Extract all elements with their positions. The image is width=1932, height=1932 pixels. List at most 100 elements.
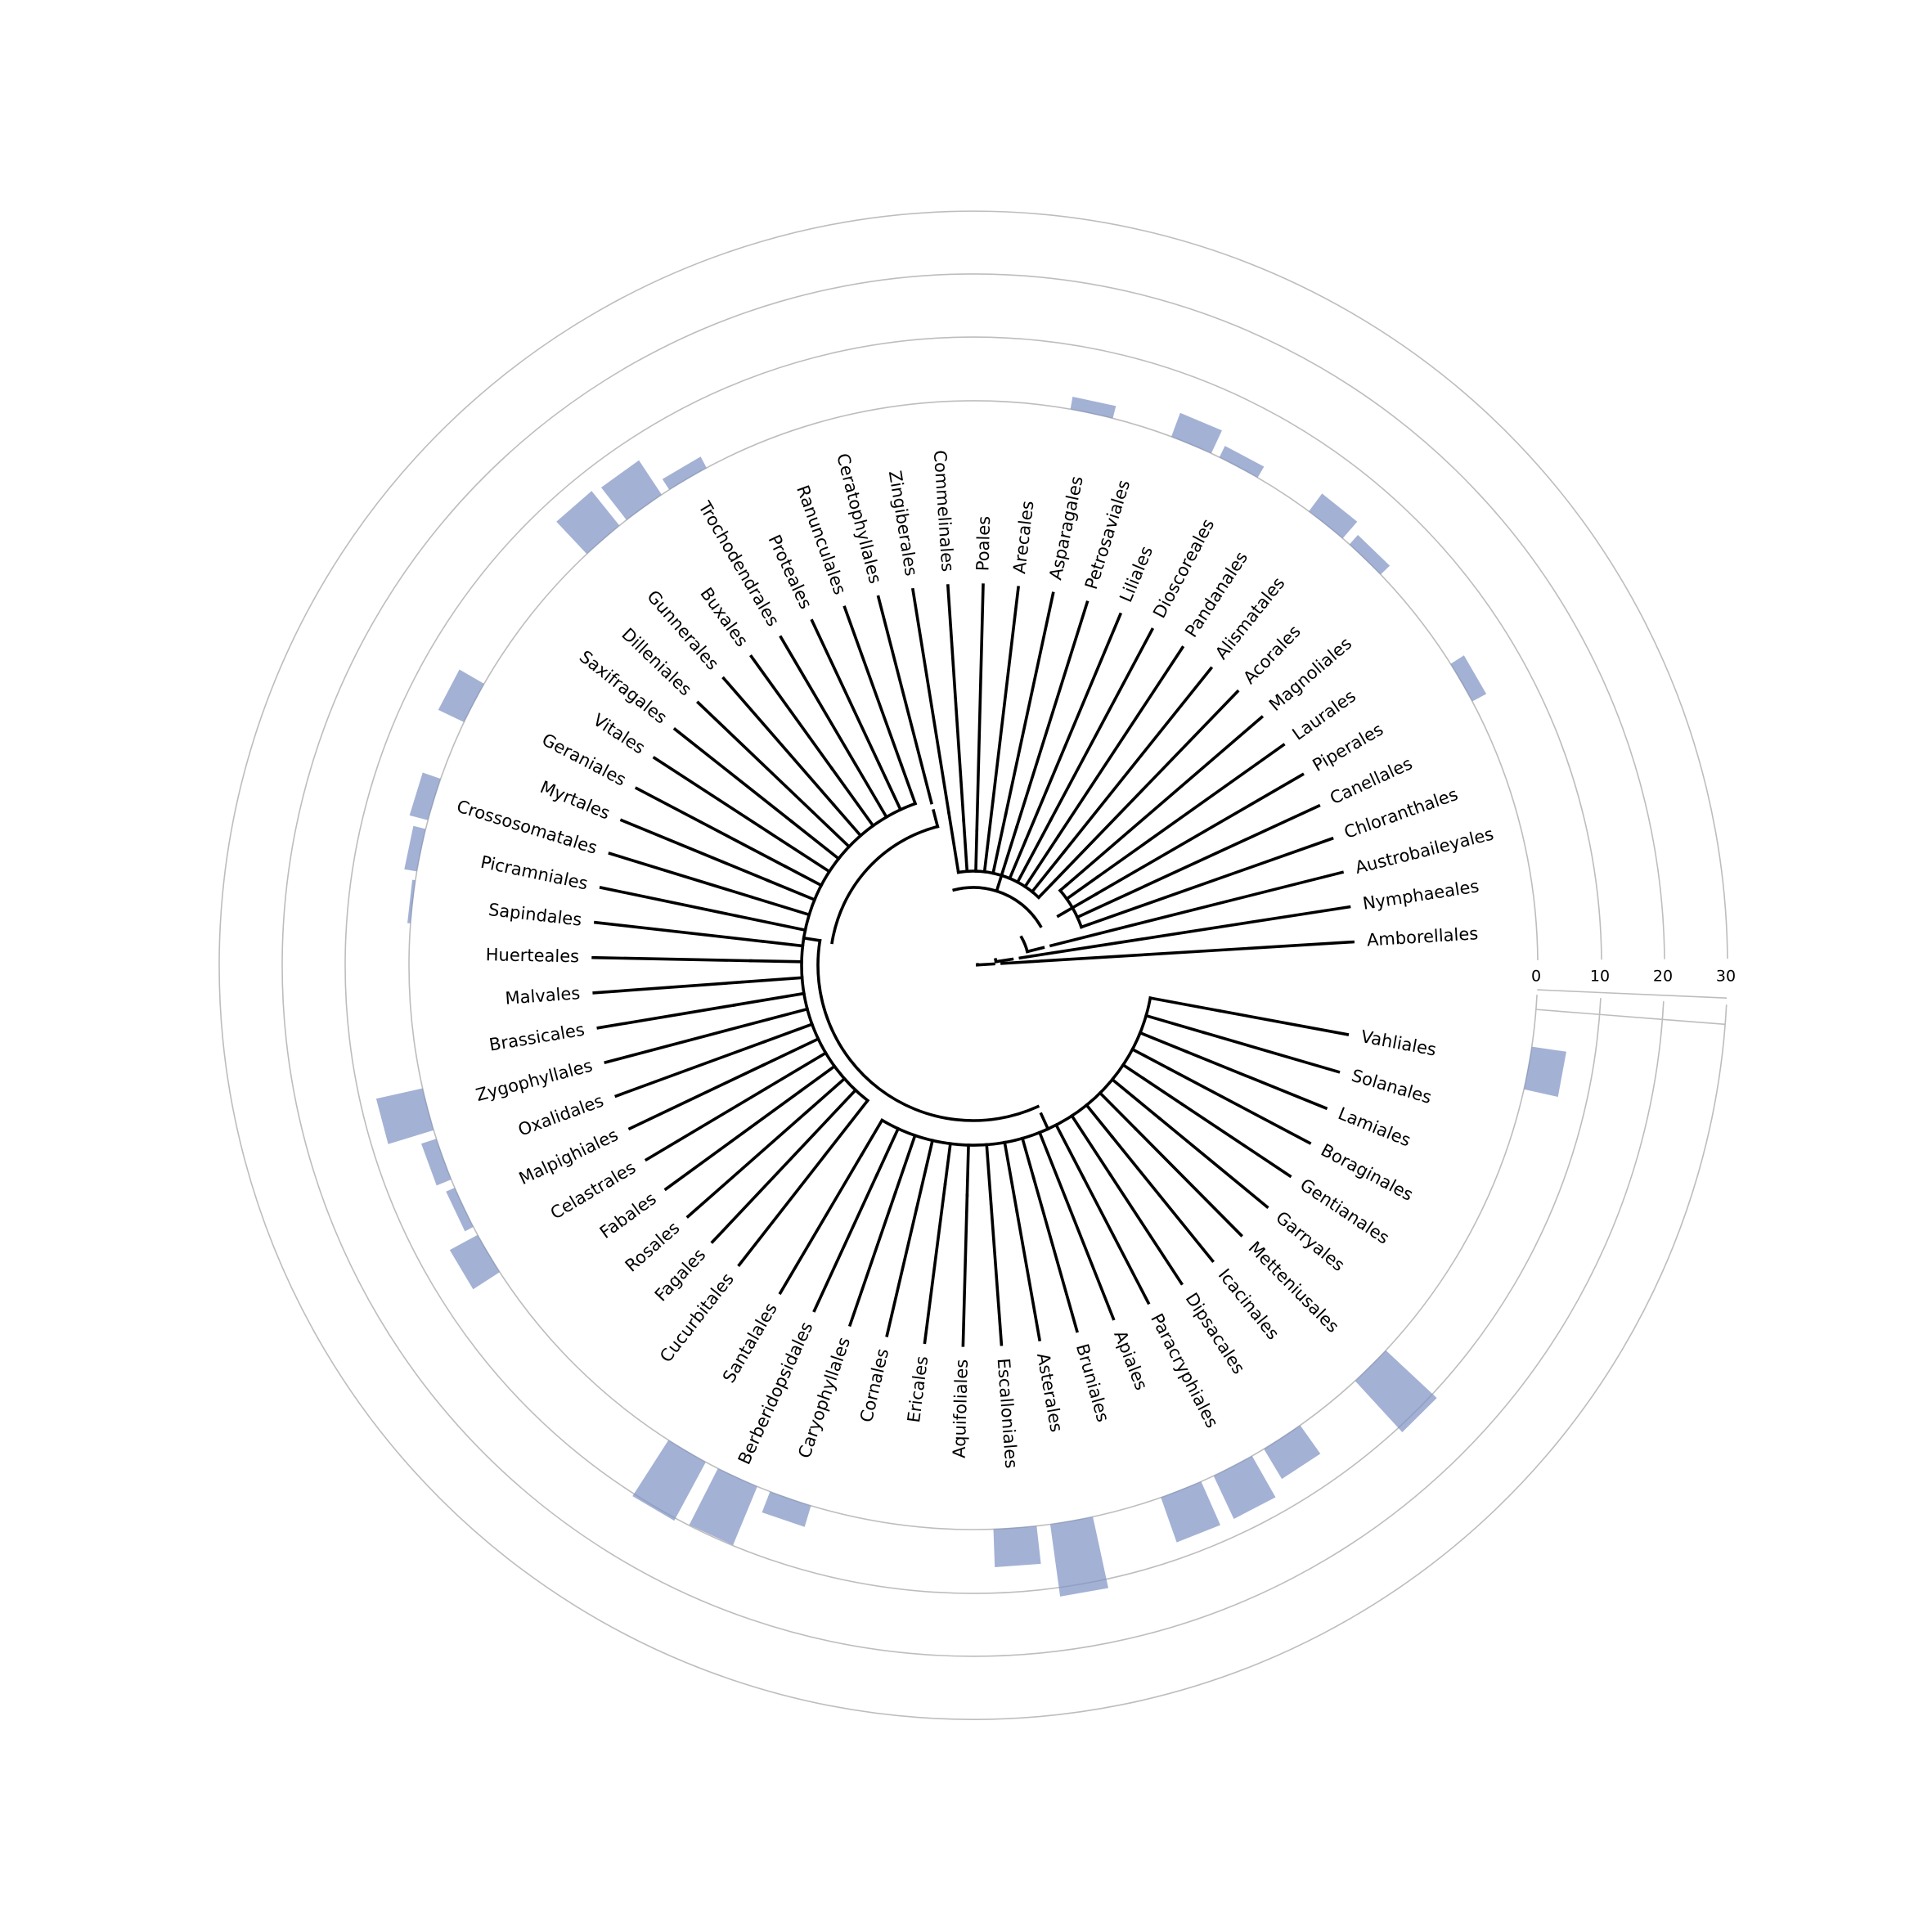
tip-branch-escalloniales [989, 1203, 1004, 1346]
tip-branch-saxifragales [672, 727, 793, 824]
tick-label-0: 0 [1531, 968, 1541, 986]
tip-stem-canellales [1075, 907, 1096, 919]
tip-stem-escalloniales [985, 1143, 993, 1207]
tip-branch-asparagales [1004, 591, 1055, 816]
tip-label-vahliales: Vahliales [1359, 1027, 1438, 1060]
tip-branch-myrtales [619, 818, 770, 883]
radial-grid-rings [218, 210, 1728, 1720]
tip-branch-cornales [885, 1206, 919, 1338]
clade-stem [802, 936, 822, 942]
tip-label-brassicales: Brassicales [487, 1020, 586, 1055]
tip-label-ericales: Ericales [904, 1355, 932, 1423]
tip-label-liliales: Liliales [1116, 543, 1157, 604]
tip-branch-cucurbitales [737, 1153, 827, 1267]
tip-branch-ericales [923, 1182, 947, 1345]
tip-branch-ranunculales [842, 605, 904, 767]
tip-branch-malvales [592, 980, 744, 995]
tip-branch-fabales [663, 1088, 804, 1192]
bar-acorales [1349, 534, 1391, 575]
tip-stem-rosales [804, 1076, 847, 1115]
tip-label-arecales: Arecales [1009, 500, 1037, 575]
bar-vahliales [1524, 1046, 1566, 1098]
tip-stem-asterales [1003, 1140, 1019, 1214]
tip-stem-metteniusales [1098, 1090, 1139, 1131]
tip-stem-dipsacales [1069, 1113, 1112, 1177]
bar-geraniales [438, 669, 484, 722]
tip-label-zingiberales: Zingiberales [885, 470, 921, 577]
tip-label-malvales: Malvales [505, 983, 581, 1009]
tip-stem-picramniales [735, 914, 807, 932]
tip-stem-cornales [914, 1139, 935, 1211]
tip-branch-gunnerales [721, 676, 836, 807]
tip-stem-caryophyllales [893, 1133, 917, 1195]
tip-branch-chloranthales [1087, 836, 1334, 927]
tip-label-bruniales: Bruniales [1072, 1341, 1113, 1424]
tip-label-santalales: Santalales [719, 1300, 781, 1386]
tip-stem-piperales [1070, 892, 1099, 910]
clade-arc [879, 995, 1152, 1147]
tip-stem-cucurbitales [822, 1098, 870, 1158]
tip-branch-fagales [710, 1132, 816, 1244]
tip-branch-amborellales [1000, 940, 1355, 965]
tip-stem-santalales [859, 1118, 884, 1158]
tip-stem-aquifoliales [965, 1143, 970, 1197]
tip-branch-dioscoreales [1049, 627, 1155, 823]
bar-asparagales [1070, 397, 1117, 419]
tip-stem-geraniales [783, 864, 824, 887]
tip-label-nymphaeales: Nymphaeales [1361, 876, 1480, 914]
bar-asterales [1049, 1516, 1108, 1597]
grid-ring-edge [1601, 991, 1665, 996]
tip-branch-petrosaviales [1014, 600, 1090, 829]
tip-stem-gentianales [1121, 1063, 1184, 1107]
backbone-arc [816, 938, 1040, 1122]
tip-branch-geraniales [634, 786, 788, 869]
tip-branch-canellales [1091, 803, 1321, 912]
bar-oxalidales [421, 1139, 452, 1186]
bar-escalloniales [993, 1525, 1041, 1568]
tip-label-solanales: Solanales [1350, 1066, 1434, 1108]
tip-branch-piperales [1094, 772, 1305, 896]
tip-stem-solanales [1143, 1013, 1206, 1035]
tip-stem-ranunculales [899, 763, 918, 806]
tip-branch-brassicales [596, 1003, 737, 1030]
tip-stem-alismatales [1030, 850, 1067, 894]
bar-liliales [1171, 412, 1222, 454]
tick-label-30: 30 [1716, 968, 1736, 986]
clade-stem [1025, 946, 1045, 954]
grid-ring [281, 273, 1665, 1657]
tip-stem-boraginales [1130, 1047, 1171, 1071]
backbone-arc [995, 889, 1043, 928]
tip-branch-poales [975, 583, 985, 832]
tip-label-amborellales: Amborellales [1366, 923, 1479, 950]
grid-ring [218, 210, 1728, 1720]
tick-label-10: 10 [1590, 968, 1610, 986]
tick-label-20: 20 [1653, 968, 1673, 986]
tip-stem-brassicales [732, 991, 806, 1007]
tip-branch-crossosomatales [608, 851, 753, 899]
tip-stem-berberidopsidales [874, 1126, 901, 1177]
bar-paracryphiales [1213, 1455, 1276, 1519]
tip-branch-commelinales [946, 584, 966, 823]
tip-label-asparagales: Asparagales [1045, 474, 1086, 582]
tip-label-poales: Poales [973, 516, 994, 572]
tip-stem-vitales [768, 831, 832, 874]
tip-label-apiales: Apiales [1110, 1328, 1151, 1393]
tip-branch-caryophyllales [847, 1190, 897, 1328]
bar-trochodendrales [662, 456, 707, 490]
tip-stem-crossosomatales [749, 895, 811, 917]
tip-stem-trochodendrales [853, 762, 889, 820]
tip-stem-bruniales [1020, 1136, 1036, 1180]
grid-ring [344, 336, 1602, 1594]
tip-stem-malpighiales [762, 1036, 820, 1067]
tip-branch-ceratophyllales [876, 595, 933, 805]
tip-branch-lamiales [1184, 1049, 1328, 1111]
tip-branch-picramniales [599, 886, 739, 918]
tip-branch-magnoliales [1064, 715, 1265, 887]
tip-label-myrtales: Myrtales [537, 777, 613, 823]
tip-stem-paracryphiales [1054, 1122, 1086, 1181]
bar-crossosomatales [409, 772, 441, 820]
bar-caryophyllales [762, 1491, 811, 1527]
tip-branch-apiales [1056, 1177, 1116, 1321]
tip-label-lamiales: Lamiales [1336, 1103, 1414, 1150]
